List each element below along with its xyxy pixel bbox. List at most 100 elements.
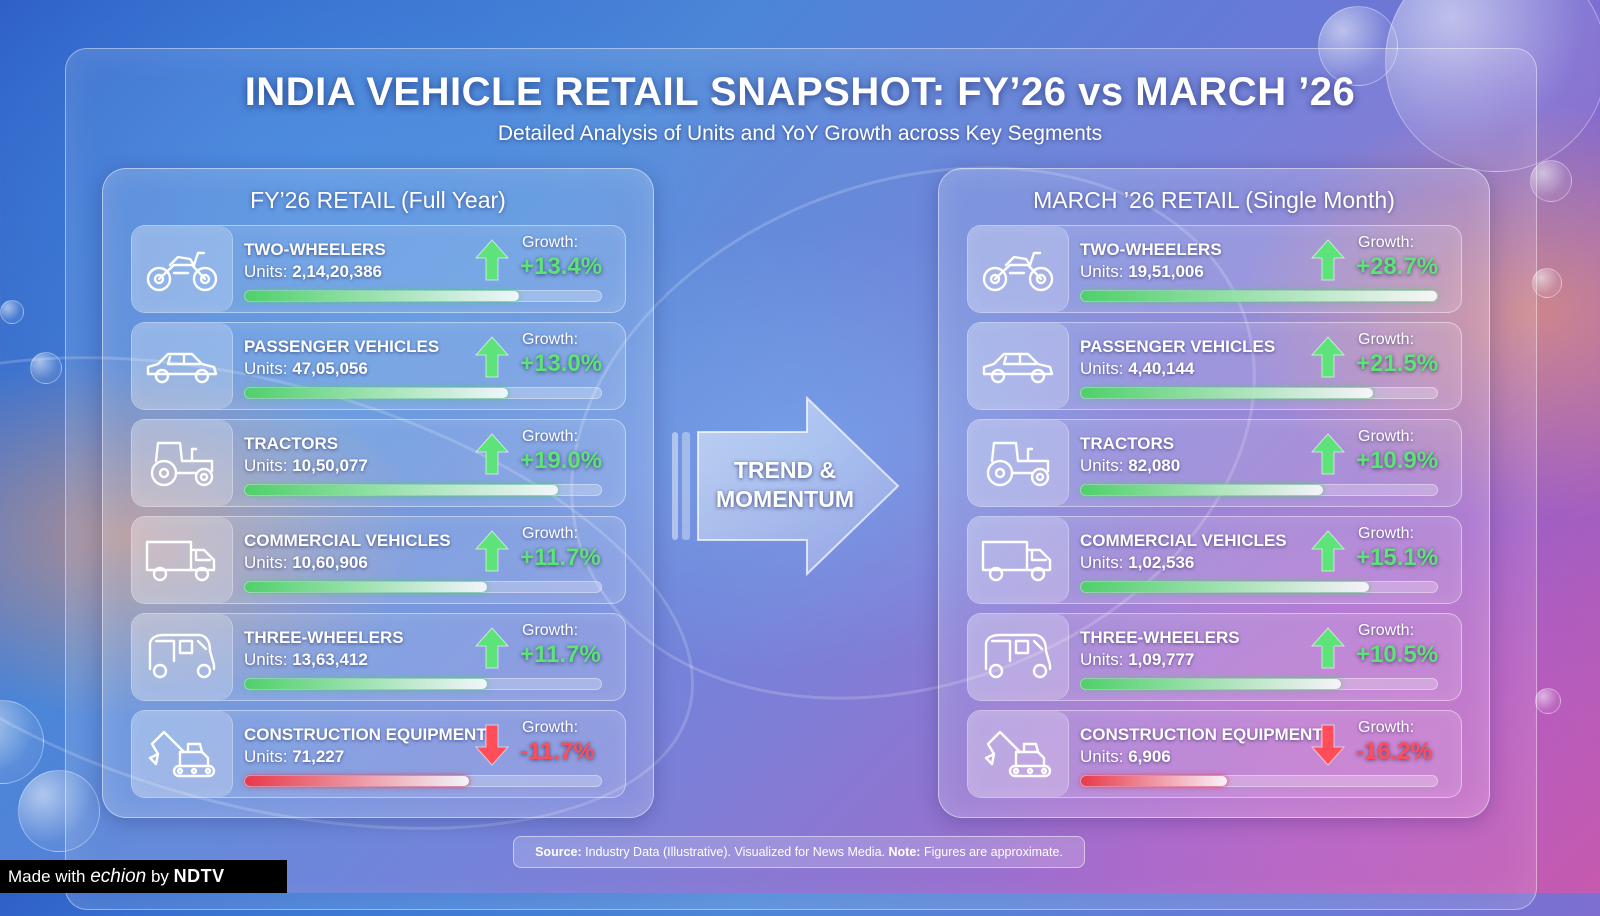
auto-rickshaw-icon (132, 614, 233, 700)
source-text: Industry Data (Illustrative). Visualized… (585, 845, 886, 859)
units-label: Units: (244, 359, 288, 378)
growth-bar-track (244, 484, 602, 496)
excavator-icon (968, 711, 1069, 797)
segment-card: TRACTORS Units: 10,50,077 Growth: +19.0% (131, 419, 626, 507)
growth-label: Growth: (522, 622, 579, 639)
segment-name: COMMERCIAL VEHICLES (1080, 531, 1287, 550)
growth-value: +13.0% (520, 350, 603, 377)
page-title: INDIA VEHICLE RETAIL SNAPSHOT: FY’26 vs … (244, 70, 1356, 114)
segment-name: THREE-WHEELERS (1080, 628, 1240, 647)
decorative-bubble (1535, 688, 1561, 714)
units-value: 1,09,777 (1128, 650, 1195, 669)
note-label: Note: (888, 845, 921, 859)
units-label: Units: (244, 456, 288, 475)
growth-value: +19.0% (520, 447, 603, 474)
growth-label: Growth: (1358, 622, 1415, 639)
segment-card: THREE-WHEELERS Units: 1,09,777 Growth: +10.… (967, 613, 1462, 701)
motorcycle-icon (968, 226, 1069, 312)
truck-icon (968, 517, 1069, 603)
units-label: Units: (244, 553, 288, 572)
trend-momentum-label: TREND & MOMENTUM (700, 456, 870, 514)
growth-label: Growth: (522, 525, 579, 542)
growth-down-arrow-icon (1310, 724, 1346, 766)
growth-label: Growth: (1358, 525, 1415, 542)
trend-arrow-icon (672, 396, 900, 576)
trend-label-line1: TREND & (733, 457, 837, 483)
growth-bar-track (1080, 581, 1438, 593)
growth-value: +11.7% (520, 641, 601, 668)
units-value: 10,50,077 (292, 456, 368, 475)
made-with-badge[interactable]: Made with echion by NDTV (0, 860, 287, 893)
growth-bar-fill (245, 582, 488, 592)
growth-value: +10.5% (1356, 641, 1439, 668)
growth-bar-track (1080, 775, 1438, 787)
decorative-bubble (30, 352, 62, 384)
growth-bar-track (1080, 678, 1438, 690)
badge-prefix: Made with (8, 867, 86, 886)
segment-card: CONSTRUCTION EQUIPMENT Units: 71,227 Growt… (131, 710, 626, 798)
growth-label: Growth: (1358, 719, 1415, 736)
units-line: Units: 4,40,144 (1080, 359, 1194, 379)
growth-bar-track (1080, 484, 1438, 496)
growth-value: -16.2% (1356, 738, 1433, 765)
segment-card: CONSTRUCTION EQUIPMENT Units: 6,906 Growth… (967, 710, 1462, 798)
note-text: Figures are approximate. (923, 845, 1063, 859)
segment-card: THREE-WHEELERS Units: 13,63,412 Growth: +11… (131, 613, 626, 701)
march26-panel: MARCH ’26 RETAIL (Single Month) TWO-WHEE… (938, 168, 1490, 818)
units-label: Units: (1080, 262, 1124, 281)
source-label: Source: (535, 845, 582, 859)
fy26-panel: FY’26 RETAIL (Full Year) TWO-WHEELERS Uni… (102, 168, 654, 818)
growth-up-arrow-icon (1310, 627, 1346, 669)
decorative-bubble (1318, 6, 1398, 86)
growth-up-arrow-icon (474, 530, 510, 572)
segment-name: TRACTORS (244, 434, 339, 453)
segment-name: PASSENGER VEHICLES (1080, 337, 1276, 356)
growth-bar-track (244, 678, 602, 690)
growth-up-arrow-icon (1310, 433, 1346, 475)
growth-up-arrow-icon (474, 433, 510, 475)
growth-bar-track (1080, 387, 1438, 399)
segment-name: TRACTORS (1080, 434, 1175, 453)
units-value: 4,40,144 (1128, 359, 1195, 378)
units-value: 19,51,006 (1128, 262, 1204, 281)
units-line: Units: 71,227 (244, 747, 344, 767)
units-value: 13,63,412 (292, 650, 368, 669)
segment-card: COMMERCIAL VEHICLES Units: 1,02,536 Growth… (967, 516, 1462, 604)
growth-label: Growth: (1358, 331, 1415, 348)
decorative-bubble (1385, 0, 1600, 172)
units-line: Units: 10,60,906 (244, 553, 368, 573)
units-line: Units: 1,09,777 (1080, 650, 1194, 670)
growth-bar-fill (1081, 776, 1227, 786)
decorative-bubble (18, 770, 100, 852)
growth-bar-fill (245, 388, 509, 398)
segment-card: TWO-WHEELERS Units: 19,51,006 Growth: +28.7… (967, 225, 1462, 313)
units-label: Units: (1080, 456, 1124, 475)
car-icon (968, 323, 1069, 409)
growth-bar-fill (1081, 485, 1324, 495)
growth-bar-fill (245, 291, 520, 301)
source-note: Source: Industry Data (Illustrative). Vi… (513, 836, 1085, 868)
growth-up-arrow-icon (1310, 530, 1346, 572)
page-subtitle: Detailed Analysis of Units and YoY Growt… (497, 122, 1103, 145)
growth-bar-fill (245, 679, 488, 689)
units-value: 2,14,20,386 (292, 262, 383, 281)
units-line: Units: 19,51,006 (1080, 262, 1204, 282)
segment-card: TRACTORS Units: 82,080 Growth: +10.9% (967, 419, 1462, 507)
growth-label: Growth: (1358, 234, 1415, 251)
units-line: Units: 6,906 (1080, 747, 1171, 767)
growth-label: Growth: (522, 428, 579, 445)
units-value: 1,02,536 (1128, 553, 1195, 572)
decorative-bubble (0, 300, 24, 324)
units-value: 10,60,906 (292, 553, 368, 572)
units-line: Units: 2,14,20,386 (244, 262, 382, 282)
badge-owner: NDTV (173, 866, 225, 886)
growth-value: +11.7% (520, 544, 601, 571)
segment-card: PASSENGER VEHICLES Units: 47,05,056 Growth… (131, 322, 626, 410)
growth-value: +10.9% (1356, 447, 1439, 474)
growth-up-arrow-icon (1310, 336, 1346, 378)
growth-label: Growth: (522, 234, 579, 251)
growth-bar-fill (1081, 582, 1370, 592)
segment-name: PASSENGER VEHICLES (244, 337, 440, 356)
growth-label: Growth: (522, 331, 579, 348)
segment-name: CONSTRUCTION EQUIPMENT (244, 725, 487, 744)
